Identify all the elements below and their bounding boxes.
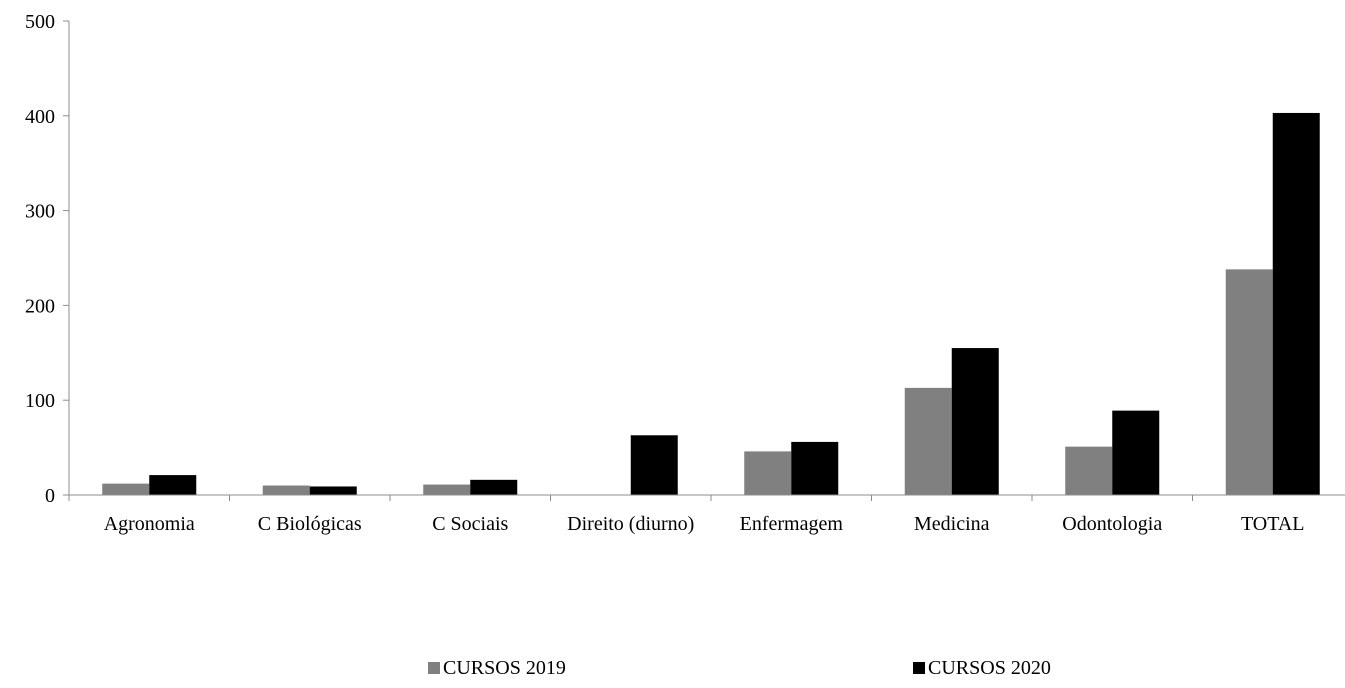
bar-2020-4: [791, 441, 839, 495]
x-axis: Agronomia C Biológicas C Sociais Direito (d…: [68, 494, 1345, 535]
x-tick-label: Agronomia: [104, 513, 195, 535]
bar-2020-2: [470, 479, 518, 495]
bar-2019-0: [102, 483, 150, 495]
bar-2020-5: [951, 348, 999, 495]
bar-2019-7: [1225, 269, 1273, 495]
x-tick-label: TOTAL: [1241, 513, 1305, 535]
bar-2020-7: [1272, 112, 1320, 496]
y-tick-label: 500: [25, 11, 55, 33]
bars: [102, 112, 1320, 496]
x-tick-label: C Sociais: [432, 513, 508, 535]
y-tick-label: 300: [25, 201, 55, 223]
legend-swatch-2020: [913, 662, 925, 674]
legend-swatch-2019: [428, 662, 440, 674]
bar-2020-0: [149, 475, 197, 495]
legend-item-2020: CURSOS 2020: [913, 655, 1051, 681]
y-axis: 0 100 200 300 400 500: [25, 11, 70, 507]
bar-2019-6: [1065, 446, 1113, 495]
y-tick-label: 400: [25, 106, 55, 128]
legend-label-2020: CURSOS 2020: [928, 656, 1051, 679]
bar-2019-1: [262, 485, 310, 495]
bar-2020-6: [1112, 410, 1160, 495]
y-tick-label: 0: [45, 485, 55, 507]
x-tick-label: Enfermagem: [740, 513, 844, 535]
y-tick-label: 100: [25, 390, 55, 412]
legend-item-2019: CURSOS 2019: [428, 655, 566, 681]
legend-label-2019: CURSOS 2019: [443, 656, 566, 679]
bar-2020-3: [630, 435, 678, 495]
bar-2019-2: [423, 484, 471, 495]
y-tick-label: 200: [25, 295, 55, 317]
x-tick-label: Direito (diurno): [567, 513, 694, 535]
x-tick-label: C Biológicas: [258, 513, 362, 535]
bar-2019-5: [904, 387, 952, 495]
bar-2020-1: [309, 486, 357, 495]
x-tick-label: Odontologia: [1062, 513, 1162, 535]
x-tick-label: Medicina: [914, 513, 990, 535]
bar-2019-4: [744, 451, 792, 495]
